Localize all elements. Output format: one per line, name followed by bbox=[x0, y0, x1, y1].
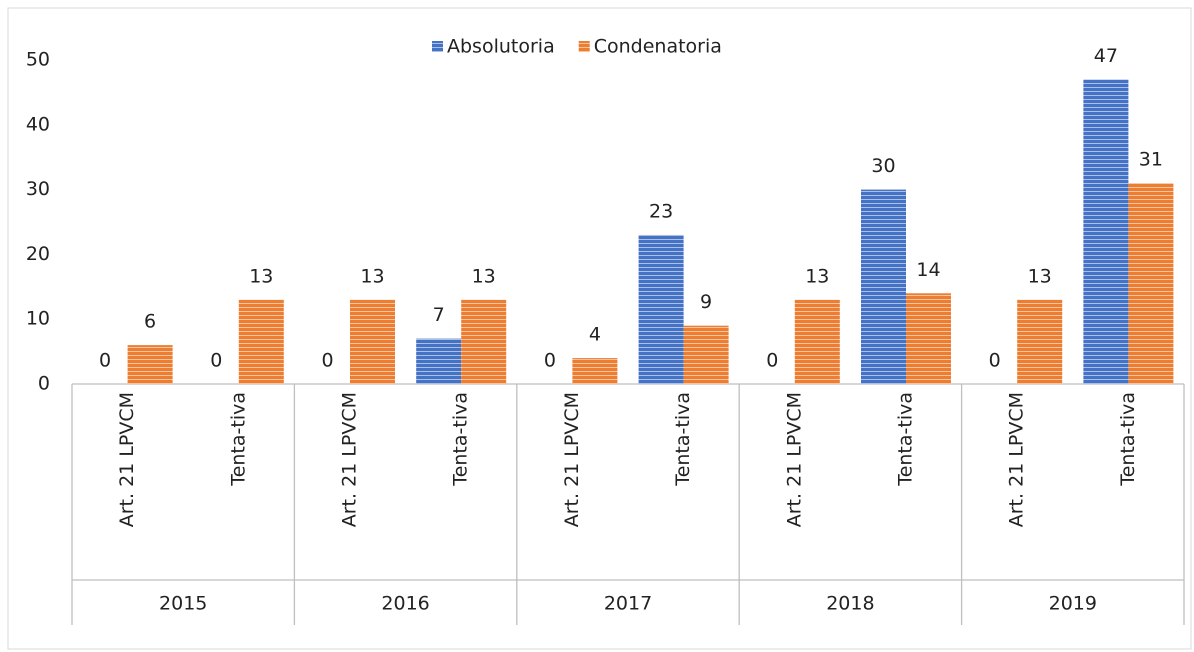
y-tick-label: 30 bbox=[26, 178, 50, 200]
y-tick-label: 0 bbox=[38, 373, 50, 395]
bar bbox=[572, 358, 618, 384]
group-label: 2019 bbox=[1049, 593, 1097, 615]
legend-swatch bbox=[578, 41, 590, 52]
data-label: 47 bbox=[1094, 45, 1118, 67]
y-tick-label: 40 bbox=[26, 113, 50, 135]
chart-frame bbox=[7, 7, 1192, 650]
group-label: 2016 bbox=[381, 593, 429, 615]
data-label: 13 bbox=[360, 265, 384, 287]
x-tick-label: Art. 21 LPVCM bbox=[561, 392, 583, 527]
group-label: 2017 bbox=[604, 593, 652, 615]
bar bbox=[638, 234, 684, 384]
bar bbox=[1128, 183, 1174, 384]
x-tick-label: Tenta-tiva bbox=[1117, 392, 1139, 487]
data-label: 13 bbox=[805, 265, 829, 287]
data-label: 13 bbox=[1028, 265, 1052, 287]
data-label: 0 bbox=[210, 350, 222, 372]
x-tick-label: Art. 21 LPVCM bbox=[339, 392, 361, 527]
data-label: 23 bbox=[649, 200, 673, 222]
data-label: 31 bbox=[1139, 149, 1163, 171]
data-label: 0 bbox=[321, 350, 333, 372]
bar bbox=[461, 299, 507, 384]
bar bbox=[350, 299, 395, 384]
data-label: 0 bbox=[989, 350, 1001, 372]
data-label: 13 bbox=[249, 265, 273, 287]
legend-swatch bbox=[432, 41, 443, 52]
x-tick-label: Tenta-tiva bbox=[450, 392, 472, 487]
data-label: 6 bbox=[144, 311, 156, 333]
group-label: 2018 bbox=[826, 593, 874, 615]
data-label: 13 bbox=[472, 265, 496, 287]
bar bbox=[794, 299, 840, 384]
data-label: 4 bbox=[589, 324, 601, 346]
bar bbox=[127, 345, 173, 384]
data-label: 0 bbox=[99, 350, 111, 372]
legend-label: Absolutoria bbox=[447, 36, 555, 58]
bar bbox=[416, 338, 462, 384]
bar bbox=[1083, 79, 1129, 384]
group-label: 2015 bbox=[159, 593, 207, 615]
data-label: 7 bbox=[433, 304, 445, 326]
x-tick-label: Art. 21 LPVCM bbox=[1006, 392, 1028, 527]
data-label: 9 bbox=[700, 291, 712, 313]
y-tick-label: 10 bbox=[26, 308, 50, 330]
x-tick-label: Tenta-tiva bbox=[227, 392, 249, 487]
x-tick-label: Art. 21 LPVCM bbox=[783, 392, 805, 527]
x-tick-label: Tenta-tiva bbox=[895, 392, 917, 487]
x-tick-label: Tenta-tiva bbox=[672, 392, 694, 487]
data-label: 0 bbox=[544, 350, 556, 372]
x-tick-label: Art. 21 LPVCM bbox=[116, 392, 138, 527]
bar bbox=[906, 293, 951, 384]
y-tick-label: 20 bbox=[26, 243, 50, 265]
bar bbox=[861, 189, 906, 384]
bar bbox=[1017, 299, 1063, 384]
data-label: 14 bbox=[916, 259, 940, 281]
bar bbox=[238, 299, 284, 384]
bar bbox=[683, 325, 729, 384]
y-tick-label: 50 bbox=[26, 49, 50, 71]
data-label: 0 bbox=[766, 350, 778, 372]
data-label: 30 bbox=[871, 155, 895, 177]
legend-label: Condenatoria bbox=[594, 36, 722, 58]
